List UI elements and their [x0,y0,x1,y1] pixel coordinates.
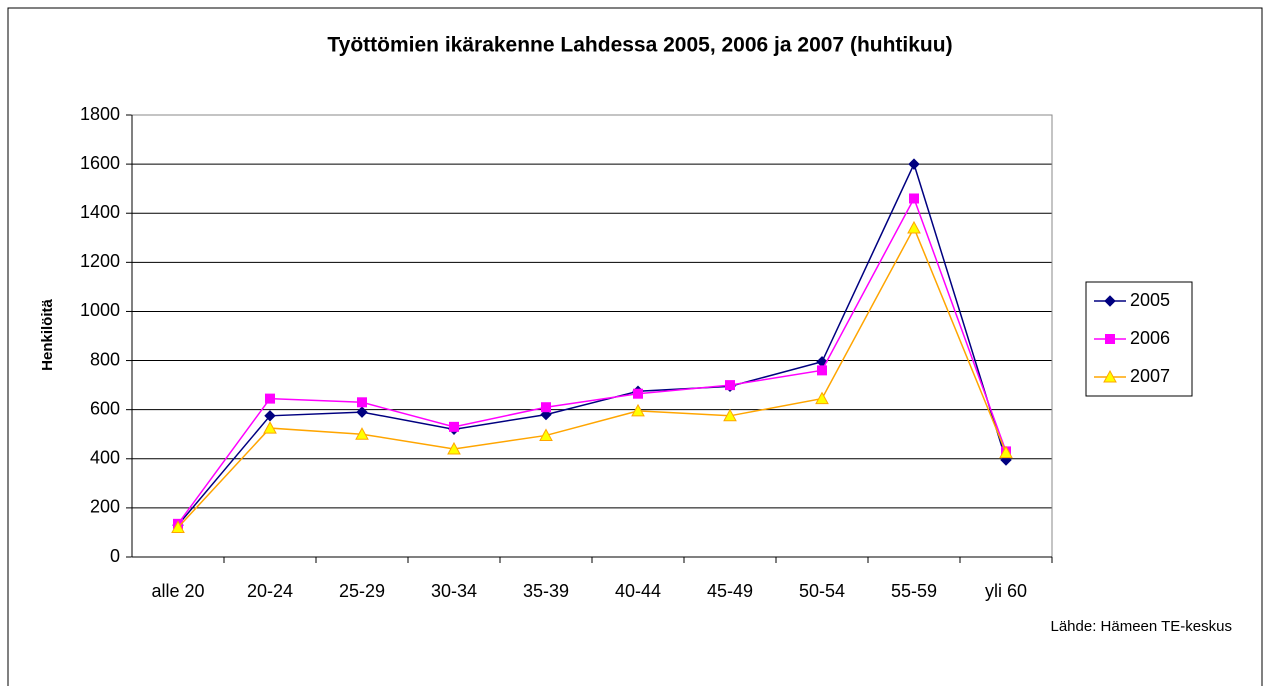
data-point [817,365,827,376]
y-tick-label: 0 [110,546,120,566]
x-tick-label: alle 20 [151,581,204,601]
legend-marker [1103,369,1117,383]
x-tick-label: yli 60 [985,581,1027,601]
data-point [355,427,369,440]
y-tick-label: 1600 [80,153,120,173]
data-point [357,397,367,408]
x-tick-label: 25-29 [339,581,385,601]
y-tick-label: 1400 [80,202,120,222]
y-tick-label: 1000 [80,300,120,320]
data-point [815,391,829,405]
chart-frame [7,7,1263,686]
x-tick-label: 40-44 [615,581,661,601]
series-line [177,162,1007,526]
x-tick-label: 30-34 [431,581,477,601]
x-tick-label: 45-49 [707,581,753,601]
series-line [177,196,1007,525]
y-tick-label: 1800 [80,104,120,124]
data-point [723,408,737,422]
data-point [447,441,461,455]
data-point [631,403,645,417]
data-point [265,393,275,404]
x-tick-label: 50-54 [799,581,845,601]
data-point [725,380,735,391]
data-point [633,388,643,399]
y-tick-label: 800 [90,349,120,369]
chart-title: Työttömien ikärakenne Lahdessa 2005, 200… [327,34,952,57]
series-line [177,226,1007,529]
legend-label: 2006 [1130,328,1170,348]
data-point [171,520,185,534]
y-tick-label: 1200 [80,251,120,271]
y-tick-label: 400 [90,448,120,468]
source-note: Lähde: Hämeen TE-keskus [1051,618,1233,635]
y-tick-label: 200 [90,497,120,517]
legend-marker [1105,334,1115,344]
data-point [263,421,277,434]
data-point [449,421,459,432]
data-point [356,406,368,418]
data-point [909,193,919,204]
y-tick-label: 600 [90,398,120,418]
x-tick-label: 35-39 [523,581,569,601]
legend-label: 2005 [1130,290,1170,310]
data-point [999,445,1013,459]
data-point [907,220,921,234]
data-point [539,428,553,441]
x-tick-label: 20-24 [247,581,293,601]
data-point [541,402,551,413]
y-axis-label: Henkilöitä [39,299,56,371]
data-point [264,410,276,422]
data-point [908,158,920,170]
legend-label: 2007 [1130,366,1170,386]
x-tick-label: 55-59 [891,581,937,601]
legend-marker [1104,295,1116,307]
